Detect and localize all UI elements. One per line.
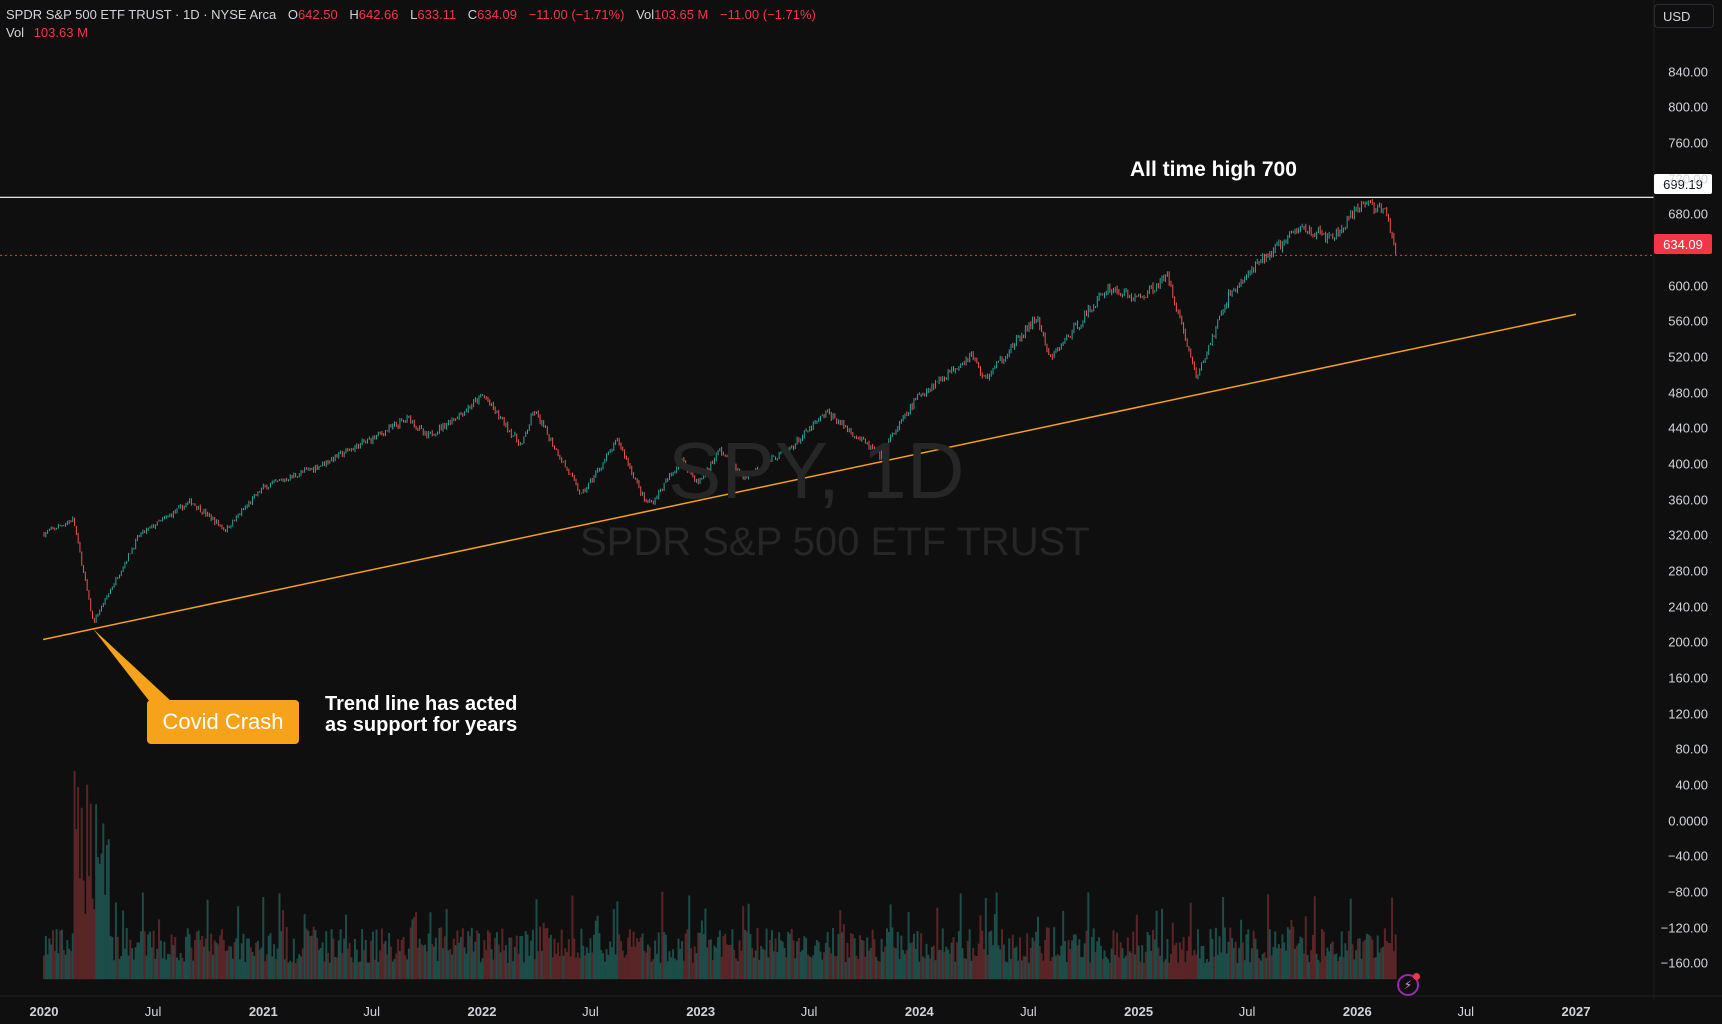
watermark-name: SPDR S&P 500 ETF TRUST — [580, 520, 1090, 564]
x-tick-label: Jul — [800, 1004, 818, 1019]
y-tick-label: 400.00 — [1668, 456, 1708, 472]
legend-vol-label: Vol — [636, 7, 655, 22]
price-axis[interactable]: 840.00 800.00 760.00 720.00 680.00 600.00 560.… — [1652, 0, 1722, 1000]
x-tick-label: Jul — [1020, 1004, 1037, 1019]
legend-open-label: O — [287, 7, 298, 22]
ath-annotation[interactable]: All time high 700 — [1130, 158, 1297, 181]
x-tick-label: 2020 — [29, 1004, 59, 1019]
legend-volume-value: 103.63 M — [33, 25, 88, 40]
legend-close-value: 634.09 — [477, 7, 517, 22]
y-tick-label: 320.00 — [1668, 527, 1708, 543]
chart-legend: SPDR S&P 500 ETF TRUST · 1D · NYSE Arca … — [6, 6, 816, 42]
y-tick-label: 240.00 — [1668, 599, 1708, 615]
y-tick-label: 280.00 — [1668, 563, 1708, 579]
watermark-symbol: SPY, 1D — [668, 426, 965, 515]
x-tick-label: 2021 — [248, 1004, 278, 1019]
volume-bars — [43, 770, 1397, 980]
y-tick-label: −80.00 — [1667, 884, 1708, 900]
x-tick-label: 2026 — [1342, 1004, 1372, 1019]
x-tick-label: 2027 — [1561, 1004, 1591, 1019]
legend-high-label: H — [349, 7, 359, 22]
lightning-icon[interactable]: ⚡ — [1397, 973, 1420, 996]
y-tick-label: 840.00 — [1668, 64, 1708, 80]
y-tick-label: 160.00 — [1668, 670, 1708, 686]
x-tick-label: 2023 — [686, 1004, 716, 1019]
y-tick-label: 480.00 — [1668, 385, 1708, 401]
y-tick-label: −120.00 — [1660, 920, 1708, 936]
y-tick-label: 200.00 — [1668, 634, 1708, 650]
currency-selector[interactable]: USD — [1654, 4, 1714, 28]
x-tick-label: Jul — [144, 1004, 162, 1019]
legend-vol-value: 103.65 M — [654, 7, 709, 22]
y-tick-label: 760.00 — [1668, 135, 1708, 151]
y-tick-label: 120.00 — [1668, 706, 1708, 722]
legend-high-value: 642.66 — [358, 7, 399, 22]
legend-change: −11.00 (−1.71%) — [528, 7, 625, 22]
callout-pointer — [93, 628, 172, 702]
y-tick-label: 560.00 — [1668, 313, 1708, 329]
trend-line[interactable] — [42, 313, 1577, 641]
y-tick-label: 80.00 — [1675, 741, 1708, 757]
notification-dot — [1413, 973, 1420, 980]
covid-crash-callout[interactable]: Covid Crash — [147, 700, 299, 744]
legend-low-value: 633.11 — [417, 7, 457, 22]
y-tick-label: 520.00 — [1668, 349, 1708, 365]
y-tick-label: 800.00 — [1668, 99, 1708, 115]
legend-volume-label[interactable]: Vol — [6, 25, 25, 40]
legend-low-label: L — [410, 7, 418, 22]
x-tick-label: 2025 — [1124, 1004, 1154, 1019]
x-tick-label: Jul — [363, 1004, 381, 1019]
legend-volume-row: Vol 103.63 M — [6, 24, 816, 42]
y-tick-label: −40.00 — [1667, 848, 1708, 864]
price-candles — [43, 199, 1397, 623]
x-tick-label: 2024 — [904, 1004, 934, 1019]
y-tick-label: 40.00 — [1675, 777, 1708, 793]
y-tick-label: 360.00 — [1668, 492, 1708, 508]
last-price-tag: 634.09 — [1654, 234, 1712, 254]
x-tick-label: Jul — [1238, 1004, 1256, 1019]
y-tick-label: 680.00 — [1668, 206, 1708, 222]
x-tick-label: 2022 — [467, 1004, 497, 1019]
x-tick-label: Jul — [582, 1004, 599, 1019]
legend-open-value: 642.50 — [297, 7, 338, 22]
y-tick-label: 440.00 — [1668, 420, 1708, 436]
x-tick-label: Jul — [1457, 1004, 1475, 1019]
y-tick-label: 600.00 — [1668, 278, 1708, 294]
legend-close-label: C — [467, 7, 478, 22]
legend-vol-change: −11.00 (−1.71%) — [719, 7, 816, 22]
ath-price-tag: 699.19 — [1654, 174, 1712, 194]
legend-ohlc-row: SPDR S&P 500 ETF TRUST · 1D · NYSE Arca … — [6, 6, 816, 24]
legend-symbol[interactable]: SPDR S&P 500 ETF TRUST · 1D · NYSE Arca — [6, 7, 277, 22]
y-tick-label: 720.00 — [1668, 171, 1708, 187]
y-tick-label: 0.0000 — [1668, 813, 1708, 829]
y-tick-label: −160.00 — [1660, 955, 1708, 971]
trend-note[interactable]: Trend line has acted as support for year… — [325, 693, 518, 736]
